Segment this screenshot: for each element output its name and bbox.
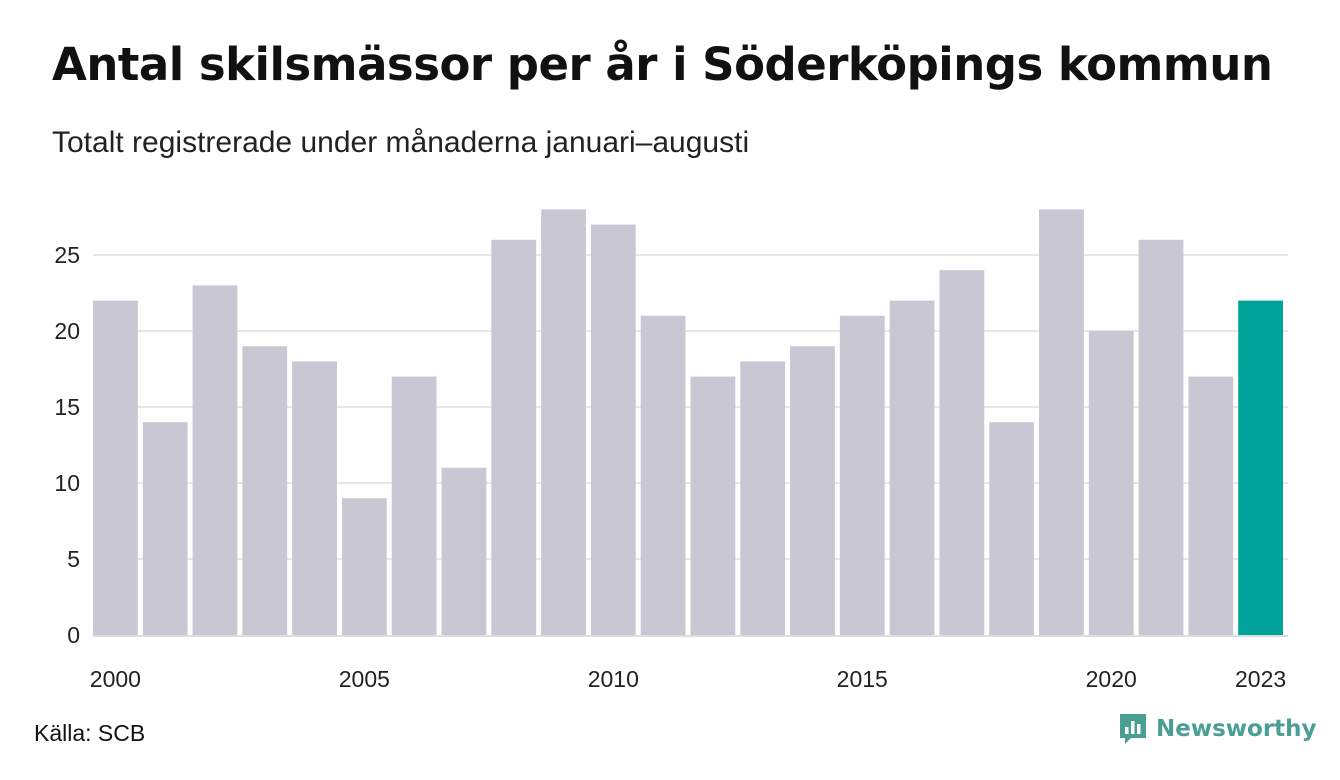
newsworthy-logo: Newsworthy (1118, 712, 1317, 746)
bar-2004 (292, 361, 337, 635)
bar-2003 (242, 346, 288, 635)
bar-2014 (790, 346, 835, 635)
y-tick-label: 25 (54, 242, 80, 268)
chart-title: Antal skilsmässor per år i Söderköpings … (52, 38, 1273, 91)
bar-2000 (93, 300, 138, 635)
bar-2010 (590, 224, 636, 635)
bar-2002 (192, 285, 238, 635)
x-tick-label: 2010 (588, 666, 639, 692)
x-tick-label: 2005 (339, 666, 390, 692)
bar-2021 (1138, 239, 1184, 636)
x-tick-label: 2020 (1086, 666, 1137, 692)
bar-2012 (690, 376, 736, 635)
x-tick-label: 2000 (90, 666, 141, 692)
bar-2006 (391, 376, 437, 635)
y-tick-label: 15 (54, 394, 80, 420)
x-tick-label: 2015 (837, 666, 888, 692)
y-tick-label: 5 (67, 546, 80, 572)
chart-subtitle: Totalt registrerade under månaderna janu… (52, 126, 750, 159)
brand-name: Newsworthy (1156, 716, 1317, 742)
y-tick-label: 20 (54, 318, 80, 344)
bar-2019 (1039, 209, 1084, 635)
bar-2011 (640, 315, 686, 635)
bar-2015 (839, 315, 885, 635)
bar-chart: 0 5 10 15 20 25 2000 2005 2010 2015 2020 2023 (54, 209, 1288, 692)
bar-2001 (142, 422, 188, 635)
y-tick-label: 0 (67, 622, 80, 648)
bar-2007 (441, 467, 487, 635)
bar-2023 (1238, 300, 1283, 635)
source-label: Källa: SCB (34, 720, 146, 746)
bar-2022 (1188, 376, 1234, 635)
bar-2009 (541, 209, 586, 635)
y-tick-label: 10 (54, 470, 80, 496)
bar-2008 (491, 239, 537, 636)
x-tick-label: 2023 (1235, 666, 1286, 692)
bar-2018 (989, 422, 1035, 635)
bar-2016 (889, 300, 935, 635)
bar-2017 (939, 270, 985, 635)
bar-2013 (740, 361, 786, 635)
bar-chart-speech-bubble-icon (1120, 714, 1146, 744)
bar-2005 (341, 498, 387, 635)
bar-2020 (1088, 331, 1134, 635)
